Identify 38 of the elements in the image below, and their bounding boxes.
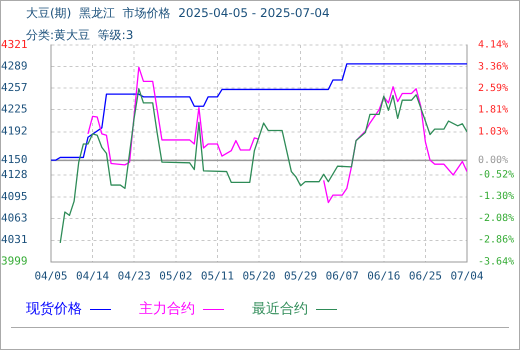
y-tick-label: 4192 bbox=[1, 124, 28, 138]
y-tick-label: 4128 bbox=[1, 168, 28, 181]
x-tick-label: 06/16 bbox=[367, 269, 400, 282]
x-tick-label: 06/07 bbox=[326, 269, 359, 282]
legend-label: 现货价格 bbox=[26, 300, 82, 318]
x-tick-label: 04/05 bbox=[34, 269, 68, 282]
y-tick-label: 3999 bbox=[1, 254, 28, 268]
y2-tick-label: -2.08% bbox=[478, 212, 514, 224]
y2-tick-label: 0.00% bbox=[478, 154, 508, 166]
y2-tick-label: -3.64% bbox=[478, 256, 514, 268]
chart-subtitle: 分类:黄大豆 等级:3 bbox=[26, 27, 134, 42]
y2-tick-label: 1.03% bbox=[478, 126, 508, 138]
y2-tick-label: 2.59% bbox=[478, 82, 508, 94]
y2-tick-label: 4.14% bbox=[478, 40, 508, 51]
legend-label: 主力合约 bbox=[139, 300, 195, 318]
y-tick-label: 4257 bbox=[1, 80, 28, 94]
legend-label: 最近合约 bbox=[252, 300, 308, 318]
y2-tick-label: -1.30% bbox=[478, 191, 514, 202]
y2-tick-label: 3.36% bbox=[478, 61, 508, 72]
y-tick-label: 4063 bbox=[1, 212, 28, 225]
x-tick-label: 05/29 bbox=[284, 269, 318, 282]
y-tick-label: 4031 bbox=[1, 233, 28, 246]
x-tick-label: 07/04 bbox=[450, 269, 484, 282]
y-tick-label: 4095 bbox=[1, 190, 28, 204]
chart-title: 大豆(期) 黑龙江 市场价格 2025-04-05 - 2025-07-04 bbox=[26, 5, 330, 22]
y2-tick-label: -0.52% bbox=[478, 169, 514, 180]
y-tick-label: 4289 bbox=[1, 59, 28, 72]
y-tick-label: 4225 bbox=[1, 102, 28, 116]
x-tick-label: 06/25 bbox=[408, 269, 442, 282]
x-tick-label: 05/02 bbox=[159, 269, 192, 282]
x-tick-label: 04/14 bbox=[76, 269, 110, 282]
x-tick-label: 04/23 bbox=[118, 269, 151, 282]
x-tick-label: 05/11 bbox=[200, 269, 234, 282]
y2-tick-label: -2.86% bbox=[478, 234, 514, 246]
x-tick-label: 05/20 bbox=[242, 269, 276, 282]
y-tick-label: 4321 bbox=[1, 38, 28, 51]
y-tick-label: 4150 bbox=[1, 152, 28, 166]
y2-tick-label: 1.81% bbox=[478, 104, 508, 116]
